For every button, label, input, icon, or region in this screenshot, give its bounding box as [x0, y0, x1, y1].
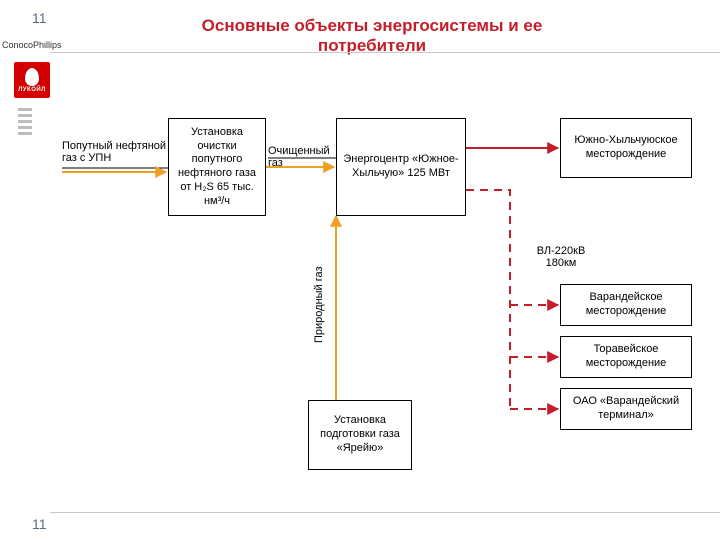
deco-stripe — [18, 114, 32, 117]
node-energocenter: Энергоцентр «Южное-Хыльчую» 125 МВт — [336, 118, 466, 216]
label-cleaned-gas: Очищенный газ — [268, 145, 340, 169]
deco-stripe — [18, 132, 32, 135]
deco-stripe — [18, 126, 32, 129]
rule-top — [50, 52, 720, 53]
label-input-gas: Попутный нефтяной газ с УПН — [62, 140, 170, 164]
node-field-toraveyskoe: Торавейское месторождение — [560, 336, 692, 378]
lukoil-text: ЛУКОЙЛ — [18, 87, 46, 93]
deco-stripe — [18, 108, 32, 111]
node-field-south: Южно-Хыльчуюское месторождение — [560, 118, 692, 178]
label-vl: ВЛ-220кВ 180км — [530, 245, 592, 269]
node-field-varandey: Варандейское месторождение — [560, 284, 692, 326]
node-yareyu: Установка подготовки газа «Ярейю» — [308, 400, 412, 470]
page-title: Основные объекты энергосистемы и ее потр… — [172, 16, 572, 56]
page: { "page_number_top": "11", "page_number_… — [0, 0, 720, 540]
lukoil-drop-icon — [25, 68, 39, 86]
node-terminal: ОАО «Варандейский терминал» — [560, 388, 692, 430]
conocophillips-logo: ConocoPhillips — [2, 40, 62, 50]
page-number-bottom: 11 — [32, 516, 47, 532]
rule-bottom — [50, 512, 720, 513]
page-number-top: 11 — [32, 10, 47, 26]
node-cleaning: Установка очистки попутного нефтяного га… — [168, 118, 266, 216]
deco-stripe — [18, 120, 32, 123]
label-natural-gas: Природный газ — [313, 250, 325, 360]
lukoil-logo: ЛУКОЙЛ — [14, 62, 50, 98]
